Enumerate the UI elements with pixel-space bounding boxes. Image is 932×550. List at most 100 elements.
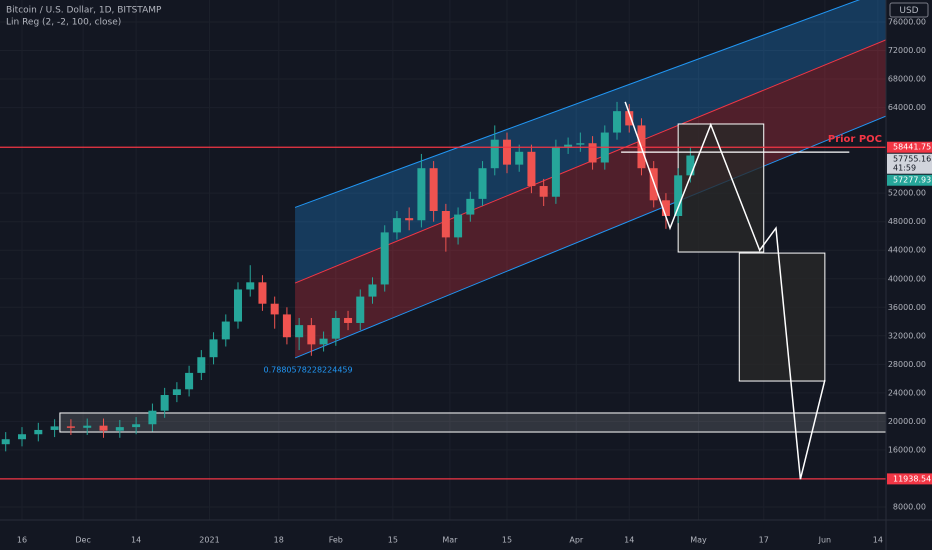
pearson-label: 0.7880578228224459 <box>264 365 353 374</box>
candle-body <box>258 282 267 304</box>
candle-body <box>209 339 218 358</box>
candle-body <box>661 200 670 216</box>
candle-body <box>197 357 206 373</box>
candle-body <box>270 303 279 315</box>
y-tick-label: 48000.00 <box>888 217 926 226</box>
candle-body <box>502 139 511 165</box>
x-tick-label: Apr <box>569 536 584 545</box>
channel-lower-line <box>294 115 886 359</box>
x-tick-label: 18 <box>274 536 284 545</box>
grid <box>0 0 886 520</box>
y-tick-label: 24000.00 <box>888 388 926 397</box>
price-line-text: Prior POC <box>828 134 882 145</box>
candle-body <box>307 325 316 345</box>
candle-body <box>588 143 597 163</box>
candle-body <box>625 111 634 126</box>
x-tick-label: Dec <box>75 536 90 545</box>
candle-body <box>234 289 243 322</box>
candle-body <box>132 424 141 428</box>
zone-box <box>677 123 765 253</box>
candle-body <box>83 425 92 428</box>
price-tag-label: 11938.54 <box>893 474 931 483</box>
price-tag-label: 57277.93 <box>893 176 931 185</box>
x-tick-label: Jun <box>818 536 832 545</box>
candle-body <box>380 232 389 285</box>
candle-body <box>246 282 255 290</box>
price-tag-label: 57755.16 <box>893 155 931 164</box>
candle-body <box>527 151 536 187</box>
x-tick-label: May <box>690 536 707 545</box>
candle-body <box>454 214 463 238</box>
candle-body <box>115 427 124 431</box>
price-tag <box>887 141 932 153</box>
x-tick-label: 14 <box>873 536 883 545</box>
candle-body <box>539 186 548 197</box>
candle-body <box>185 372 194 390</box>
channel-upper-line <box>294 0 861 208</box>
candle-body <box>551 146 560 197</box>
y-tick-label: 28000.00 <box>888 360 926 369</box>
y-tick-label: 8000.00 <box>893 502 926 511</box>
candle-body <box>221 321 230 340</box>
x-tick-label: 14 <box>624 536 634 545</box>
currency-label[interactable]: USD <box>899 6 918 16</box>
axes: 76000.00 72000.00 68000.00 64000.00 52000.00… <box>17 18 932 545</box>
candle-body <box>576 143 585 145</box>
zone-box <box>738 252 826 382</box>
candle-body <box>515 151 524 165</box>
candle-body <box>417 168 426 221</box>
y-tick-label: 20000.00 <box>888 417 926 426</box>
y-tick-label: 44000.00 <box>888 246 926 255</box>
candle-body <box>282 314 291 338</box>
y-tick-label: 36000.00 <box>888 303 926 312</box>
candle-body <box>319 338 328 345</box>
y-tick-label: 68000.00 <box>888 75 926 84</box>
zone-box <box>59 412 886 433</box>
projection-path <box>624 101 826 480</box>
price-tag <box>887 153 932 174</box>
candle-body <box>344 317 353 323</box>
x-tick-label: 2021 <box>199 536 219 545</box>
candle-body <box>1 439 10 445</box>
candle-body <box>356 296 365 323</box>
candle-body <box>478 168 487 199</box>
candle-body <box>490 139 499 169</box>
candle-body <box>441 210 450 238</box>
x-tick-label: Mar <box>442 536 458 545</box>
x-tick-label: 17 <box>759 536 769 545</box>
x-tick-label: 15 <box>502 536 512 545</box>
candle-body <box>295 325 304 338</box>
indicator-title: Lin Reg (2, -2, 100, close) <box>6 18 121 28</box>
candle-body <box>613 111 622 133</box>
x-tick-label: 16 <box>17 536 27 545</box>
x-tick-label: Feb <box>329 536 343 545</box>
y-tick-label: 16000.00 <box>888 445 926 454</box>
plot-area: 0.7880578228224459 Prior POC <box>0 0 886 480</box>
price-tag-label: 58441.75 <box>893 143 931 152</box>
price-tag <box>887 473 932 485</box>
x-tick-label: 15 <box>388 536 398 545</box>
price-tag <box>887 174 932 186</box>
candle-body <box>66 426 75 428</box>
y-tick-label: 40000.00 <box>888 274 926 283</box>
y-tick-label: 52000.00 <box>888 189 926 198</box>
candle-body <box>392 218 401 233</box>
candle-body <box>466 198 475 215</box>
y-tick-label: 32000.00 <box>888 331 926 340</box>
channel-lower-fill <box>295 39 886 358</box>
candle-body <box>34 429 43 435</box>
currency-button[interactable] <box>889 2 929 18</box>
countdown-label: 41:59 <box>893 164 916 173</box>
candle-body <box>18 434 27 440</box>
candle-body <box>429 168 438 211</box>
y-tick-label: 64000.00 <box>888 103 926 112</box>
candle-body <box>148 410 157 425</box>
candle-body <box>50 426 59 430</box>
candle-body <box>564 144 573 147</box>
symbol-title: Bitcoin / U.S. Dollar, 1D, BITSTAMP <box>6 6 162 16</box>
y-tick-label: 72000.00 <box>888 46 926 55</box>
x-tick-label: 14 <box>131 536 141 545</box>
candle-body <box>99 425 108 431</box>
candle-body <box>331 317 340 339</box>
